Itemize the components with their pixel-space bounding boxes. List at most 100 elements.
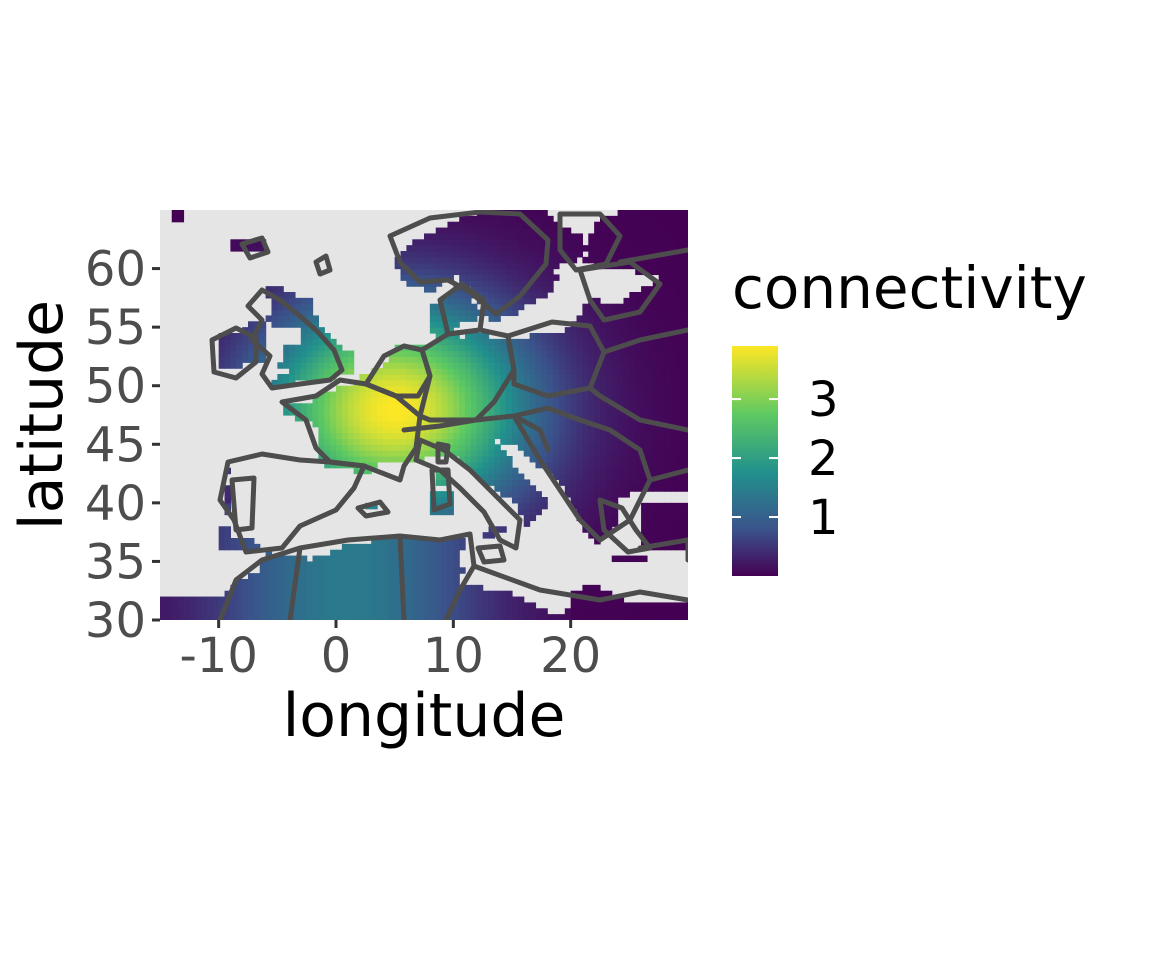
raster-cell	[541, 374, 548, 381]
raster-cell	[259, 608, 267, 615]
raster-cell	[512, 385, 519, 393]
raster-cell	[224, 614, 231, 620]
raster-cell	[611, 508, 619, 516]
raster-cell	[418, 379, 425, 387]
raster-cell	[652, 262, 660, 270]
raster-cell	[635, 379, 642, 387]
raster-cell	[341, 602, 349, 609]
raster-cell	[605, 303, 613, 311]
raster-cell	[412, 403, 419, 410]
raster-cell	[635, 356, 642, 363]
raster-cell	[558, 362, 566, 369]
raster-cell	[476, 584, 484, 592]
raster-cell	[635, 608, 642, 615]
raster-cell	[429, 397, 437, 404]
legend-colorbar	[732, 346, 778, 576]
raster-cell	[388, 432, 396, 440]
raster-cell	[605, 485, 613, 492]
raster-cell	[588, 344, 595, 352]
raster-cell	[406, 415, 413, 422]
raster-cell	[506, 596, 513, 604]
raster-cell	[535, 256, 542, 264]
raster-cell	[529, 491, 537, 498]
raster-cell	[324, 397, 331, 404]
raster-cell	[253, 614, 261, 620]
raster-cell	[512, 432, 519, 440]
raster-cell	[441, 491, 449, 498]
raster-cell	[441, 438, 449, 445]
raster-cell	[265, 549, 273, 557]
raster-cell	[547, 233, 554, 240]
raster-cell	[341, 543, 349, 551]
raster-cell	[470, 227, 478, 235]
raster-cell	[388, 409, 396, 416]
raster-cell	[617, 227, 625, 235]
raster-cell	[670, 608, 677, 615]
raster-cell	[465, 602, 472, 609]
raster-cell	[664, 292, 671, 299]
raster-cell	[394, 362, 402, 369]
raster-cell	[617, 327, 625, 334]
raster-cell	[529, 432, 537, 440]
raster-cell	[646, 526, 654, 533]
raster-cell	[600, 327, 607, 334]
raster-cell	[523, 614, 531, 620]
raster-cell	[635, 333, 642, 340]
raster-cell	[658, 444, 666, 451]
raster-cell	[658, 227, 666, 235]
raster-cell	[600, 420, 607, 428]
raster-cell	[424, 350, 431, 358]
raster-cell	[377, 573, 384, 580]
raster-cell	[365, 409, 372, 416]
raster-cell	[324, 444, 331, 451]
raster-cell	[224, 491, 231, 498]
raster-cell	[529, 397, 537, 404]
raster-cell	[676, 397, 683, 404]
raster-cell	[617, 356, 625, 363]
raster-cell	[453, 426, 460, 434]
raster-cell	[541, 227, 548, 235]
raster-cell	[429, 590, 437, 598]
raster-cell	[306, 579, 314, 586]
raster-cell	[406, 555, 413, 563]
raster-cell	[564, 379, 572, 387]
raster-cell	[623, 602, 630, 609]
raster-cell	[494, 262, 501, 270]
raster-cell	[406, 573, 413, 580]
raster-cell	[611, 327, 619, 334]
raster-cell	[646, 415, 654, 422]
raster-cell	[353, 555, 361, 563]
raster-cell	[588, 245, 595, 252]
raster-cell	[394, 456, 402, 463]
raster-cell	[453, 438, 460, 445]
raster-cell	[465, 438, 472, 445]
raster-cell	[476, 251, 484, 258]
raster-cell	[294, 297, 302, 305]
raster-cell	[558, 426, 566, 434]
raster-cell	[664, 221, 671, 229]
raster-cell	[570, 374, 578, 381]
raster-cell	[605, 479, 613, 486]
raster-cell	[641, 385, 648, 393]
raster-cell	[594, 479, 601, 486]
raster-cell	[482, 602, 490, 609]
raster-cell	[676, 297, 683, 305]
raster-cell	[412, 280, 419, 287]
raster-cell	[646, 397, 654, 404]
raster-cell	[547, 426, 554, 434]
raster-cell	[388, 573, 396, 580]
raster-cell	[465, 344, 472, 352]
raster-cell	[500, 292, 507, 299]
raster-cell	[500, 368, 507, 375]
raster-cell	[341, 608, 349, 615]
raster-cell	[189, 614, 196, 620]
raster-cell	[635, 461, 642, 469]
raster-cell	[435, 315, 443, 322]
raster-cell	[682, 344, 688, 352]
raster-cell	[547, 362, 554, 369]
raster-cell	[377, 426, 384, 434]
raster-cell	[400, 379, 407, 387]
raster-cell	[494, 432, 501, 440]
raster-cell	[429, 368, 437, 375]
raster-cell	[523, 602, 531, 609]
